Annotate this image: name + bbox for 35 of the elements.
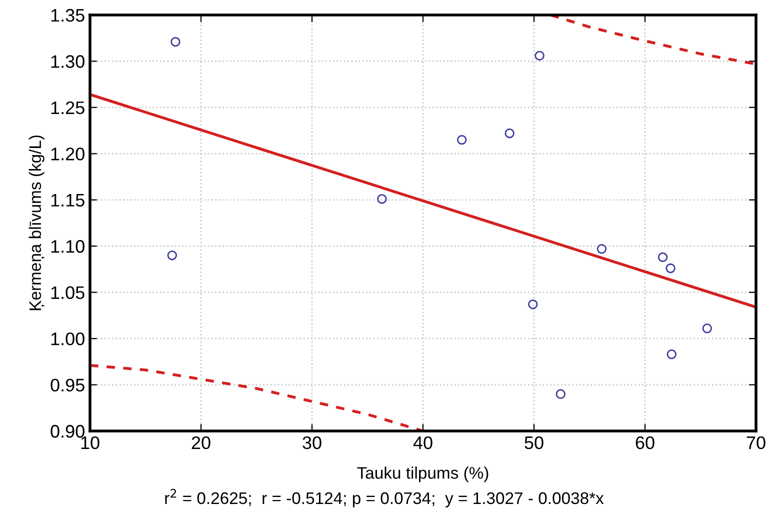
line-series [549, 15, 756, 66]
point [556, 389, 566, 399]
x-tick-label: 50 [524, 436, 544, 450]
text: r$^{2}$ = 0.2625; r = -0.5124; p = 0.0734; y = 1.3027 - 0.0038*x [165, 488, 604, 508]
x-tick-label: 40 [413, 436, 432, 450]
point [596, 244, 607, 254]
point [528, 299, 538, 310]
y-tick-label: 1.30 [51, 55, 84, 68]
x-tick-label: 20 [192, 436, 210, 450]
y-tick-label: 1.35 [51, 8, 84, 22]
point [170, 36, 180, 47]
y-tick-label: 1.10 [51, 240, 84, 253]
x-tick-label: 10 [81, 436, 100, 450]
x-tick-label: 30 [302, 436, 322, 450]
point [666, 263, 676, 274]
point [666, 349, 676, 360]
y-tick-label: 0.95 [50, 378, 84, 392]
y-tick-label: 0.90 [50, 424, 84, 438]
y-tick-label: 1.15 [51, 194, 84, 207]
point [456, 134, 467, 145]
y-axis-title: Ķermeņa blīvums (kg/L) [28, 136, 44, 310]
y-tick-label: 1.05 [51, 286, 84, 300]
point [377, 194, 387, 204]
x-tick-label: 70 [746, 436, 766, 450]
point [167, 250, 177, 260]
point [658, 252, 668, 262]
y-tick-label: 1.00 [51, 332, 84, 346]
y-tick-label: 1.20 [51, 148, 84, 160]
y-tick-label: 1.25 [51, 101, 84, 114]
point [702, 324, 712, 334]
x-axis-title: Tauku tilpums (%) [357, 466, 488, 482]
x-tick-label: 60 [636, 436, 654, 450]
point [534, 50, 544, 61]
point [504, 128, 514, 138]
line-series [90, 364, 424, 431]
